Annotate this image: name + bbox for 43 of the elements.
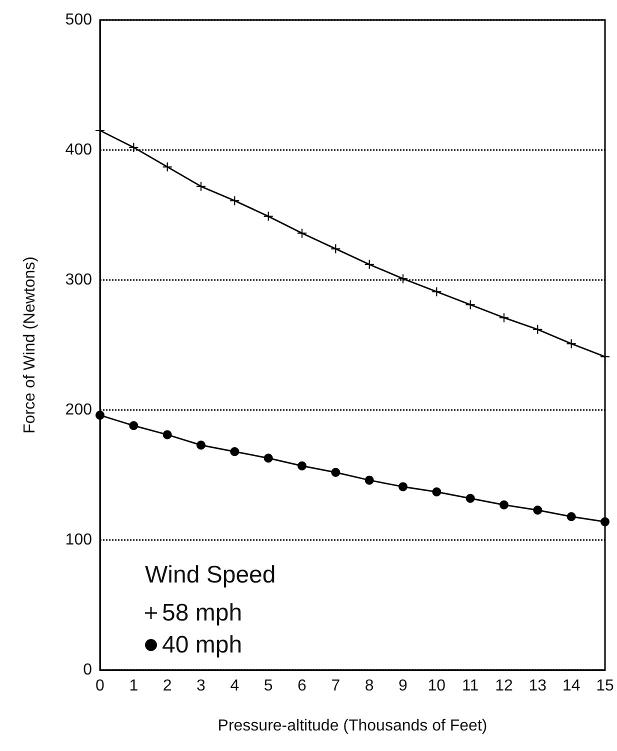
point [331, 468, 340, 477]
x-tick-label: 10 [428, 678, 446, 694]
x-tick-label: 14 [562, 678, 580, 694]
point [533, 506, 542, 515]
point [600, 517, 610, 526]
point [129, 421, 138, 430]
point [500, 500, 508, 510]
point [96, 410, 104, 420]
x-tick-label: 2 [162, 678, 172, 694]
y-tick-label: 200 [65, 402, 92, 418]
x-tick-label: 11 [462, 678, 479, 694]
point [264, 454, 273, 463]
point [566, 512, 576, 522]
y-tick-label: 100 [65, 532, 92, 548]
x-tick-label: 7 [331, 678, 340, 694]
y-tick-label: 0 [83, 662, 92, 678]
legend-title: Wind Speed [145, 562, 276, 588]
x-tick-label: 0 [96, 678, 105, 694]
x-tick-label: 12 [495, 678, 513, 694]
x-tick-label: 4 [230, 678, 240, 694]
point [364, 476, 374, 485]
point [196, 440, 206, 450]
point [298, 461, 306, 470]
point [398, 482, 408, 492]
y-tick-label: 500 [65, 12, 92, 28]
point [162, 430, 172, 440]
point [466, 494, 475, 503]
y-tick-label: 300 [65, 272, 92, 288]
point [432, 487, 442, 496]
x-tick-label: 8 [364, 678, 374, 694]
legend-label: 58 mph [162, 600, 242, 626]
x-tick-label: 1 [129, 678, 138, 694]
x-tick-label: 15 [596, 678, 614, 694]
x-axis-title: Pressure-altitude (Thousands of Feet) [218, 718, 488, 734]
x-tick-label: 5 [264, 678, 273, 694]
x-tick-label: 6 [298, 678, 307, 694]
x-tick-label: 3 [196, 678, 206, 694]
x-tick-label: 9 [398, 678, 408, 694]
x-tick-label: 13 [528, 678, 547, 694]
y-tick-label: 400 [65, 142, 92, 158]
point [230, 447, 240, 456]
y-axis-title: Force of Wind (Newtons) [22, 256, 38, 434]
legend-label: 40 mph [162, 632, 242, 658]
